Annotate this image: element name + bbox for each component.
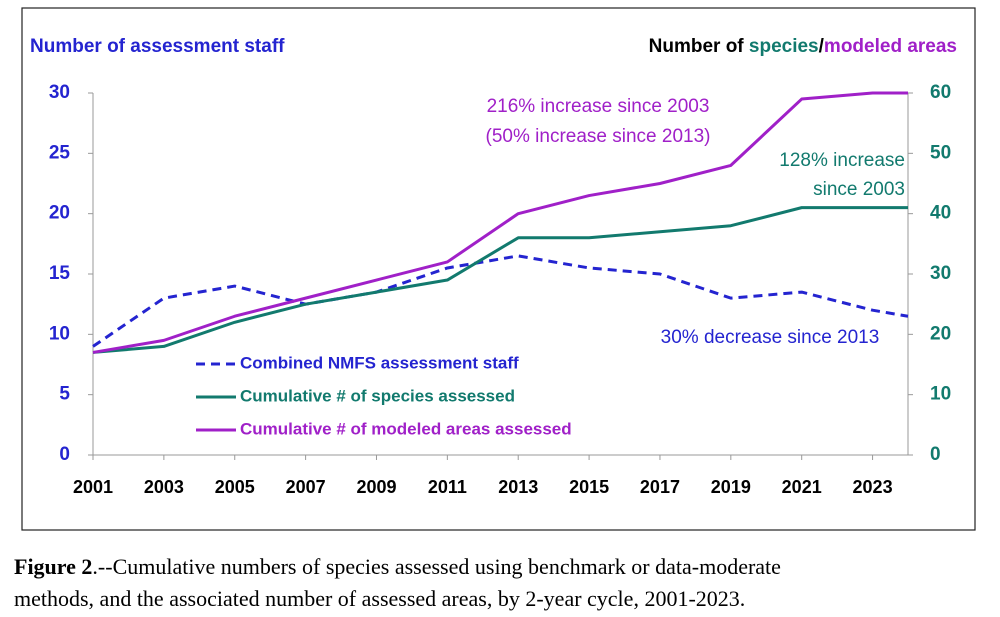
y-tick-label: 5 — [59, 384, 70, 405]
y2-tick-label: 0 — [930, 444, 941, 465]
y2-tick-label: 50 — [930, 142, 951, 163]
y-tick-label: 0 — [59, 444, 70, 465]
series-line — [92, 206, 908, 354]
legend-label: Cumulative # of modeled areas assessed — [240, 419, 572, 438]
x-tick-label: 2003 — [144, 477, 184, 497]
y2-tick-label: 20 — [930, 323, 951, 344]
x-tick-label: 2019 — [711, 477, 751, 497]
y-tick-label: 15 — [49, 263, 71, 284]
y2-axis-title-part: species — [749, 36, 819, 57]
y-tick-label: 10 — [49, 323, 70, 344]
caption-text: .--Cumulative numbers of species assesse… — [92, 554, 781, 579]
series-line — [92, 91, 908, 354]
y-tick-label: 20 — [49, 203, 70, 224]
annotation: (50% increase since 2013) — [486, 126, 711, 147]
y2-axis-title-part: Number of — [649, 36, 749, 57]
y2-tick-label: 30 — [930, 263, 951, 284]
y2-tick-label: 40 — [930, 203, 951, 224]
y2-tick-label: 10 — [930, 384, 951, 405]
caption-label: Figure 2 — [14, 554, 92, 579]
x-tick-label: 2001 — [73, 477, 113, 497]
x-tick-label: 2017 — [640, 477, 680, 497]
annotation: 216% increase since 2003 — [487, 96, 710, 117]
y-axis-title: Number of assessment staff — [30, 36, 285, 57]
y2-axis-title-part: / — [819, 36, 825, 57]
annotation: 128% increase — [779, 150, 905, 171]
x-tick-label: 2007 — [286, 477, 326, 497]
y-tick-label: 25 — [49, 142, 71, 163]
legend-label: Combined NMFS assessment staff — [240, 353, 519, 372]
y2-axis-title: Number of species/modeled areas — [649, 36, 957, 57]
x-tick-label: 2015 — [569, 477, 609, 497]
x-tick-label: 2009 — [356, 477, 396, 497]
annotation: since 2003 — [813, 179, 905, 200]
chart-frame — [21, 7, 976, 531]
y2-tick-label: 60 — [930, 82, 951, 103]
caption: Figure 2.--Cumulative numbers of species… — [14, 554, 781, 579]
legend-label: Cumulative # of species assessed — [240, 386, 515, 405]
x-tick-label: 2011 — [428, 477, 467, 497]
x-tick-label: 2005 — [215, 477, 255, 497]
x-tick-label: 2013 — [498, 477, 538, 497]
series-line — [92, 254, 909, 348]
y-tick-label: 30 — [49, 82, 70, 103]
caption-text: methods, and the associated number of as… — [14, 586, 745, 611]
y2-axis-title-part: modeled areas — [824, 36, 957, 57]
annotation: 30% decrease since 2013 — [661, 327, 880, 348]
x-tick-label: 2023 — [853, 477, 893, 497]
x-tick-label: 2021 — [782, 477, 822, 497]
